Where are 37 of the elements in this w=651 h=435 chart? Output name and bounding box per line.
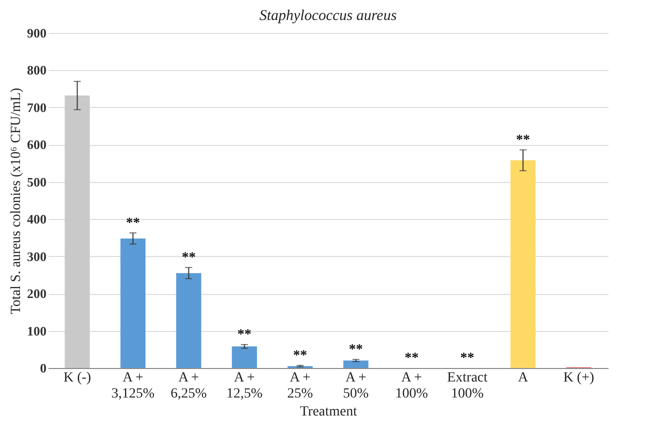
bar: [176, 273, 202, 368]
y-tick-label: 900: [27, 26, 46, 40]
x-tick-label: A + 6,25%: [170, 370, 208, 402]
y-tick-label: 700: [27, 100, 46, 115]
y-axis-title: Total S. aureus colonies (x10⁶ CFU/mL): [9, 88, 24, 314]
y-tick-label: 600: [27, 137, 46, 152]
data-label: **: [237, 328, 252, 343]
y-tick-label: 200: [27, 286, 46, 302]
x-tick-label: A + 100%: [395, 370, 428, 402]
bar: [343, 360, 368, 368]
y-tick-label: 800: [27, 62, 46, 78]
chart-title: Staphylococcus aureus: [259, 8, 397, 24]
bar: [510, 160, 536, 368]
x-tick-label: A + 25%: [287, 370, 314, 402]
x-tick-label: A + 12,5%: [226, 370, 263, 402]
x-axis-title: Treatment: [300, 404, 358, 420]
x-tick-label: Extract 100%: [447, 370, 488, 402]
x-tick-label: A: [518, 370, 529, 386]
data-label: **: [182, 250, 196, 266]
data-label: **: [460, 351, 474, 366]
y-tick-label: 0: [40, 360, 46, 376]
y-tick-label: 100: [27, 323, 46, 338]
bar: [232, 346, 257, 368]
data-label: **: [348, 342, 363, 358]
y-tick-label: 500: [27, 174, 46, 190]
y-tick-label: 400: [27, 212, 46, 227]
data-label: **: [404, 351, 419, 366]
y-tick-label: 300: [27, 248, 46, 264]
x-tick-label: K (+): [563, 370, 594, 386]
x-tick-label: A + 3,125%: [111, 370, 155, 402]
data-label: **: [516, 132, 530, 148]
bar: [120, 238, 146, 368]
x-tick-label: A + 50%: [343, 370, 370, 402]
data-label: **: [126, 216, 140, 231]
data-label: **: [293, 348, 308, 364]
bar: [64, 96, 90, 368]
x-tick-label: K (-): [63, 370, 92, 386]
